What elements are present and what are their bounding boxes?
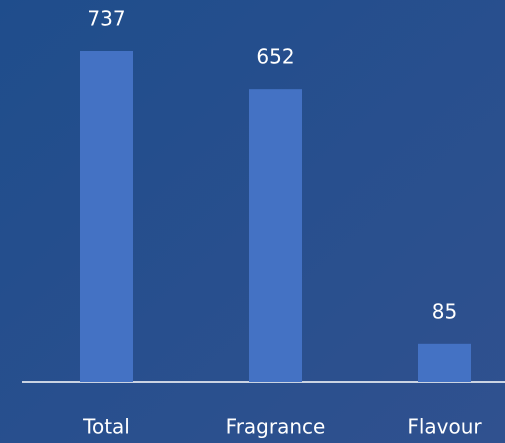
data-label: 737 [87, 7, 125, 31]
bar [80, 51, 133, 382]
data-label: 85 [432, 299, 457, 323]
x-tick-label: Total [82, 415, 130, 439]
x-tick-label: Flavour [407, 415, 482, 439]
bar [249, 89, 302, 382]
x-tick-label: Fragrance [226, 415, 326, 439]
bar [418, 343, 471, 382]
data-label: 652 [256, 45, 294, 69]
